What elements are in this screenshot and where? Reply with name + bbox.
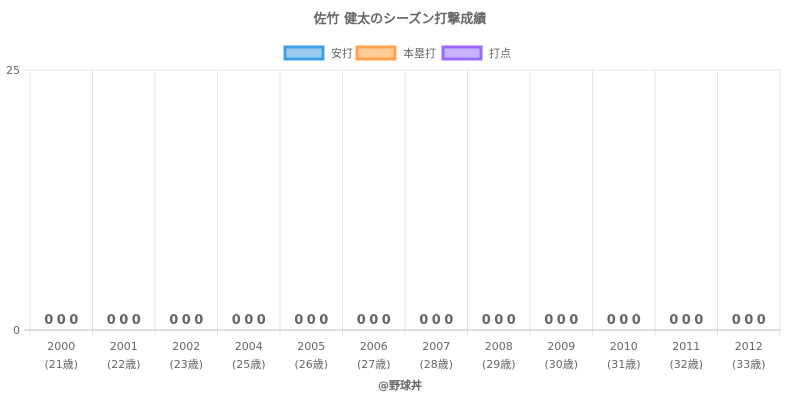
x-tick-label: 2007 — [422, 340, 450, 353]
data-label: 0 — [57, 313, 66, 328]
data-label: 0 — [444, 313, 453, 328]
data-label: 0 — [694, 313, 703, 328]
legend-swatch — [283, 45, 325, 61]
data-label: 0 — [369, 313, 378, 328]
data-label: 0 — [107, 313, 116, 328]
chart-legend: 安打 本塁打 打点 — [283, 45, 511, 61]
x-tick-label: 2005 — [297, 340, 325, 353]
data-label: 0 — [194, 313, 203, 328]
legend-label: 本塁打 — [403, 46, 436, 60]
data-label: 0 — [744, 313, 753, 328]
data-label: 0 — [232, 313, 241, 328]
data-label: 0 — [682, 313, 691, 328]
legend-item[interactable]: 打点 — [441, 45, 511, 61]
data-label: 0 — [432, 313, 441, 328]
data-label: 0 — [569, 313, 578, 328]
x-tick-sublabel: (22歳) — [107, 358, 141, 371]
x-tick-sublabel: (27歳) — [357, 358, 391, 371]
data-label: 0 — [294, 313, 303, 328]
data-label: 0 — [132, 313, 141, 328]
legend-label: 安打 — [331, 46, 353, 60]
x-tick-label: 2012 — [735, 340, 763, 353]
data-label: 0 — [482, 313, 491, 328]
data-label: 0 — [307, 313, 316, 328]
data-label: 0 — [607, 313, 616, 328]
y-tick-label: 0 — [13, 324, 20, 337]
x-tick-sublabel: (23歳) — [169, 358, 203, 371]
data-label: 0 — [119, 313, 128, 328]
x-tick-sublabel: (25歳) — [232, 358, 266, 371]
x-tick-sublabel: (21歳) — [44, 358, 78, 371]
x-tick-label: 2002 — [172, 340, 200, 353]
data-label: 0 — [319, 313, 328, 328]
data-label: 0 — [632, 313, 641, 328]
data-label: 0 — [44, 313, 53, 328]
chart-footer: @野球丼 — [378, 378, 422, 392]
legend-item[interactable]: 本塁打 — [355, 45, 436, 61]
legend-item[interactable]: 安打 — [283, 45, 353, 61]
data-label: 0 — [69, 313, 78, 328]
data-label: 0 — [732, 313, 741, 328]
legend-swatch — [441, 45, 483, 61]
x-tick-label: 2011 — [672, 340, 700, 353]
legend-swatch — [355, 45, 397, 61]
data-label: 0 — [557, 313, 566, 328]
data-label: 0 — [382, 313, 391, 328]
x-tick-sublabel: (33歳) — [732, 358, 766, 371]
x-tick-sublabel: (32歳) — [669, 358, 703, 371]
x-tick-sublabel: (28歳) — [419, 358, 453, 371]
data-label: 0 — [182, 313, 191, 328]
x-tick-sublabel: (31歳) — [607, 358, 641, 371]
chart-grid — [24, 69, 781, 336]
x-tick-label: 2000 — [47, 340, 75, 353]
data-label: 0 — [544, 313, 553, 328]
data-label: 0 — [244, 313, 253, 328]
data-label: 0 — [619, 313, 628, 328]
data-label: 0 — [669, 313, 678, 328]
x-axis: 2000 (21歳) 2001 (22歳) 2002 (23歳) 2004 (25歳) 2005… — [44, 340, 765, 371]
chart-title: 佐竹 健太のシーズン打撃成績 — [313, 11, 487, 27]
x-tick-label: 2006 — [360, 340, 388, 353]
data-label: 0 — [507, 313, 516, 328]
data-label: 0 — [419, 313, 428, 328]
x-tick-label: 2001 — [110, 340, 138, 353]
data-label: 0 — [357, 313, 366, 328]
x-tick-label: 2010 — [610, 340, 638, 353]
y-axis: 0 25 — [6, 64, 20, 337]
data-label: 0 — [494, 313, 503, 328]
y-tick-label: 25 — [6, 64, 20, 77]
x-tick-sublabel: (26歳) — [294, 358, 328, 371]
x-tick-label: 2004 — [235, 340, 263, 353]
x-tick-label: 2008 — [485, 340, 513, 353]
legend-label: 打点 — [489, 46, 511, 60]
data-label: 0 — [169, 313, 178, 328]
x-tick-sublabel: (30歳) — [544, 358, 578, 371]
data-label: 0 — [757, 313, 766, 328]
x-tick-sublabel: (29歳) — [482, 358, 516, 371]
data-label: 0 — [257, 313, 266, 328]
x-tick-label: 2009 — [547, 340, 575, 353]
